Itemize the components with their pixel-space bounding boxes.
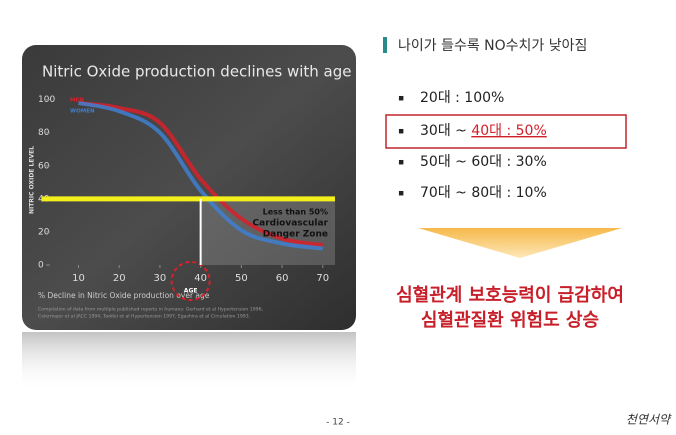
caption: % Decline in Nitric Oxide production ove… xyxy=(38,291,210,300)
list-item: 20대 : 100% xyxy=(420,90,504,106)
chart-title: Nitric Oxide production declines with ag… xyxy=(42,63,352,81)
annotation: Less than 50% xyxy=(263,207,328,216)
age-highlight xyxy=(170,261,211,301)
bullet: ▪ xyxy=(398,158,404,168)
list-item: 30대 ~ 40대 : 50% xyxy=(420,123,547,139)
x-tick-label: 50 xyxy=(235,273,248,284)
x-tick-label: 10 xyxy=(72,273,85,284)
logo: 천연서약 xyxy=(626,413,672,427)
bullet: ▪ xyxy=(398,189,404,199)
page-number: - 12 - xyxy=(326,418,350,428)
x-tick-label: 70 xyxy=(316,273,329,284)
y-tick-label: 20 xyxy=(38,227,50,237)
bullet: ▪ xyxy=(398,127,404,137)
source: Celermajer et al JACC 1994, Taddei et al… xyxy=(38,314,250,320)
arrow-down xyxy=(418,228,622,258)
heading-bar xyxy=(383,37,387,53)
list-item-part: 30대 ~ xyxy=(420,123,471,139)
x-tick-label: 30 xyxy=(154,273,167,284)
list-item: 70대 ~ 80대 : 10% xyxy=(420,185,547,201)
chart-panel xyxy=(22,45,356,330)
chart: Nitric Oxide production declines with ag… xyxy=(29,63,352,320)
legend-entry: MEN xyxy=(70,98,84,104)
annotation: Cardiovascular xyxy=(253,218,329,228)
reflection xyxy=(22,332,356,392)
highlight-box xyxy=(385,114,627,149)
heading: 나이가 들수록 NO수치가 낮아짐 xyxy=(398,38,587,54)
conclusion: 심혈관질환 위험도 상승 xyxy=(421,309,599,331)
source: Compilation of data from multiple publis… xyxy=(38,307,263,313)
annotation: Danger Zone xyxy=(263,229,328,239)
x-tick-label: 60 xyxy=(276,273,289,284)
series-line xyxy=(78,100,324,248)
x-axis-label: AGE xyxy=(184,288,198,295)
y-tick-label: 60 xyxy=(38,161,50,171)
y-axis-label: NITRIC OXIDE LEVEL xyxy=(29,146,36,214)
x-tick-label: 40 xyxy=(194,273,207,284)
series-line xyxy=(78,100,324,251)
list-item: 50대 ~ 60대 : 30% xyxy=(420,154,547,170)
list-item-emphasis: 40대 : 50% xyxy=(471,123,546,139)
x-tick-label: 20 xyxy=(113,273,126,284)
legend-entry: WOMEN xyxy=(70,109,95,115)
conclusion: 심혈관계 보호능력이 급감하여 xyxy=(396,284,624,306)
y-tick-label: 0 xyxy=(38,261,44,271)
y-tick-label: 80 xyxy=(38,128,50,138)
bullet: ▪ xyxy=(398,94,404,104)
